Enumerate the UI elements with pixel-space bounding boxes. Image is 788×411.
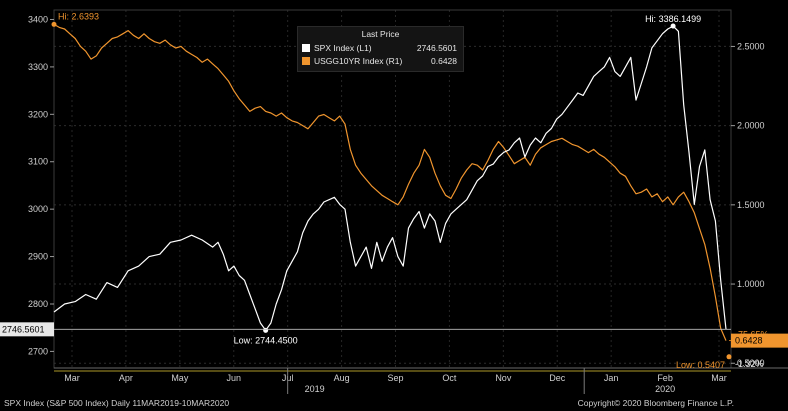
- spx-low-label: Low: 2744.4500: [234, 335, 298, 345]
- x-tick-label: Jun: [226, 373, 241, 383]
- x-year-label: 2019: [305, 384, 325, 394]
- right-tick-label: 1.5000: [737, 200, 765, 210]
- right-tick-label: 1.0000: [737, 279, 765, 289]
- spx-high-marker: [670, 23, 676, 29]
- x-tick-label: Apr: [119, 373, 133, 383]
- legend-value-spx: 2746.5601: [416, 43, 457, 53]
- legend-swatch-spx: [302, 44, 310, 52]
- spx-change-label: -1.32%: [735, 359, 764, 369]
- left-tick-label: 3100: [28, 157, 48, 167]
- left-tick-label: 3300: [28, 62, 48, 72]
- legend-item-spx: SPX Index (L1) 2746.5601: [302, 42, 457, 54]
- left-tick-label: 2900: [28, 252, 48, 262]
- usgg10yr-high-label: Hi: 2.6393: [58, 11, 99, 21]
- x-tick-label: Nov: [495, 373, 512, 383]
- spx-last-tag-bg: [0, 322, 54, 337]
- footer-copyright: Copyright© 2020 Bloomberg Finance L.P.: [577, 398, 734, 408]
- spx-last-tag-label: 2746.5601: [2, 324, 45, 334]
- spx-last-tag: 2746.5601: [0, 322, 54, 337]
- series-lines: [53, 23, 727, 341]
- legend-value-usgg10yr: 0.6428: [431, 56, 457, 66]
- legend-swatch-usgg10yr: [302, 57, 310, 65]
- spx-index-line: [53, 25, 727, 331]
- right-tick-label: 0.5000: [737, 358, 765, 368]
- usgg10yr-last-tag: 0.6428: [731, 333, 788, 348]
- spx-high-label: Hi: 3386.1499: [645, 14, 701, 24]
- legend-label-usgg10yr: USGG10YR Index (R1): [314, 56, 403, 66]
- legend: Last Price SPX Index (L1) 2746.5601 USGG…: [297, 26, 464, 72]
- left-tick-label: 2700: [28, 346, 48, 356]
- left-tick-label: 3200: [28, 109, 48, 119]
- axes: [53, 9, 788, 372]
- left-tick-label: 3000: [28, 204, 48, 214]
- right-tick-label: 2.5000: [737, 41, 765, 51]
- x-tick-label: May: [171, 373, 189, 383]
- legend-label-spx: SPX Index (L1): [314, 43, 372, 53]
- footer-security-label: SPX Index (S&P 500 Index) Daily 11MAR201…: [4, 398, 230, 408]
- x-tick-label: Dec: [549, 373, 566, 383]
- legend-item-usgg10yr: USGG10YR Index (R1) 0.6428: [302, 55, 457, 67]
- x-tick-label: Oct: [442, 373, 457, 383]
- x-tick-label: Mar: [711, 373, 727, 383]
- right-axis-ticks: 0.5000 1.0000 1.5000 2.0000 2.5000: [731, 41, 765, 368]
- x-axis-ticks: Mar Apr May Jun Jul Aug Sep Oct Nov Dec Jan Feb Mar2…: [64, 368, 727, 394]
- legend-title: Last Price: [361, 29, 400, 39]
- x-tick-label: Feb: [657, 373, 673, 383]
- footer: SPX Index (S&P 500 Index) Daily 11MAR201…: [0, 396, 788, 411]
- usgg10yr-high-marker: [51, 21, 57, 27]
- x-tick-label: Sep: [387, 373, 403, 383]
- annotations: Hi: 3386.1499 Low: 2744.4500 Hi: 2.6393 Low…: [0, 11, 788, 370]
- spx-low-marker: [263, 327, 269, 333]
- left-tick-label: 2800: [28, 299, 48, 309]
- usgg10yr-last-tag-label: 0.6428: [735, 336, 763, 346]
- left-axis-ticks: 2700 2800 2900 3000 3100 3200 3300 3400: [28, 14, 54, 356]
- left-tick-label: 3400: [28, 14, 48, 24]
- x-tick-label: Aug: [334, 373, 350, 383]
- usgg10yr-low-label: Low: 0.5407: [676, 360, 725, 370]
- x-tick-label: Jan: [604, 373, 619, 383]
- x-year-label: 2020: [655, 384, 675, 394]
- x-tick-label: Mar: [64, 373, 80, 383]
- usgg10yr-index-line: [53, 23, 727, 341]
- usgg10yr-last-tag-bg: [731, 333, 788, 348]
- right-tick-label: 2.0000: [737, 121, 765, 131]
